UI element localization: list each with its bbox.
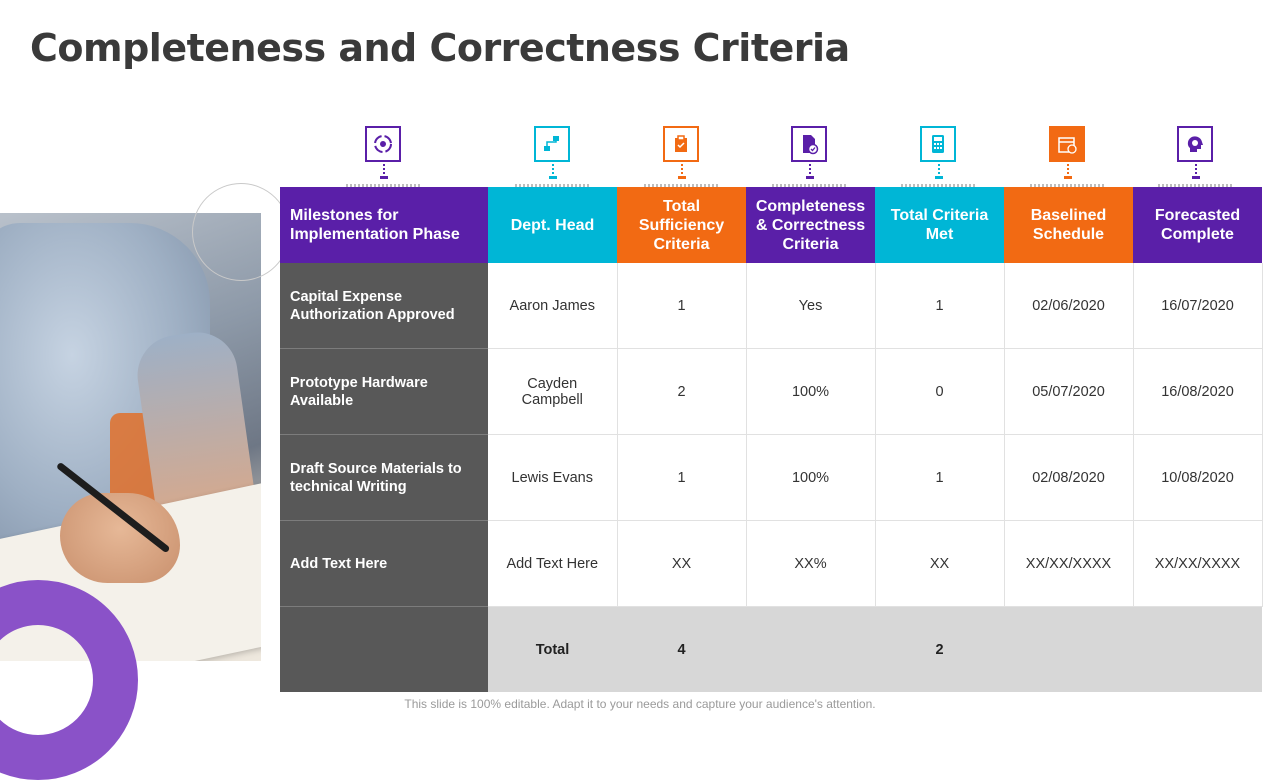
criteria-met-cell: 1 [874, 434, 1005, 521]
baselined-cell: 05/07/2020 [1003, 348, 1134, 435]
milestone-cell: Prototype Hardware Available [280, 348, 488, 435]
total-blank-cell [746, 606, 875, 692]
forecasted-cell: 16/07/2020 [1132, 263, 1263, 349]
sufficiency-cell: 1 [616, 263, 747, 349]
organization-icon [515, 124, 591, 188]
baselined-cell: 02/06/2020 [1003, 263, 1134, 349]
header-baselined-schedule: Baselined Schedule [1004, 187, 1133, 263]
criteria-met-cell: 1 [874, 263, 1005, 349]
total-sufficiency: 4 [617, 606, 746, 692]
criteria-met-cell: 0 [874, 348, 1005, 435]
total-blank-cell [1133, 606, 1262, 692]
total-label: Total [488, 606, 617, 692]
header-completeness-correctness: Completeness & Correctness Criteria [746, 187, 875, 263]
table-row: Add Text Here Add Text Here XX XX% XX XX… [280, 520, 1263, 607]
header-total-criteria-met: Total Criteria Met [875, 187, 1004, 263]
calculator-icon [901, 124, 977, 188]
header-forecasted-complete: Forecasted Complete [1133, 187, 1262, 263]
criteria-table: Milestones for Implementation Phase Dept… [280, 187, 1263, 692]
total-blank-cell [1004, 606, 1133, 692]
header-total-sufficiency: Total Sufficiency Criteria [617, 187, 746, 263]
completeness-cell: XX% [745, 520, 876, 607]
completeness-cell: 100% [745, 348, 876, 435]
completeness-cell: 100% [745, 434, 876, 521]
dept-head-cell: Aaron James [488, 263, 617, 349]
milestone-cell: Draft Source Materials to technical Writ… [280, 434, 488, 521]
table-row: Draft Source Materials to technical Writ… [280, 434, 1263, 521]
calendar-icon [1030, 124, 1106, 188]
verified-document-icon [772, 124, 848, 188]
dept-head-cell: Cayden Campbell [488, 348, 617, 435]
sufficiency-cell: 1 [616, 434, 747, 521]
header-milestones: Milestones for Implementation Phase [280, 187, 488, 263]
table-row: Prototype Hardware Available Cayden Camp… [280, 348, 1263, 435]
milestone-cell: Capital Expense Authorization Approved [280, 263, 488, 349]
dept-head-cell: Lewis Evans [488, 434, 617, 521]
clipboard-icon [644, 124, 720, 188]
forecasted-cell: 16/08/2020 [1132, 348, 1263, 435]
criteria-met-cell: XX [874, 520, 1005, 607]
total-label-blank-cell [280, 606, 488, 692]
footer-note: This slide is 100% editable. Adapt it to… [404, 697, 876, 711]
table-row: Capital Expense Authorization Approved A… [280, 263, 1263, 349]
page-title: Completeness and Correctness Criteria [30, 26, 850, 70]
header-dept-head: Dept. Head [488, 187, 617, 263]
settings-cycle-icon [346, 124, 422, 188]
milestone-cell: Add Text Here [280, 520, 488, 607]
completeness-cell: Yes [745, 263, 876, 349]
baselined-cell: 02/08/2020 [1003, 434, 1134, 521]
total-row: Total 4 2 [280, 606, 1262, 692]
dept-head-cell: Add Text Here [488, 520, 617, 607]
decorative-circle-outline [192, 183, 290, 281]
idea-head-icon [1158, 124, 1234, 188]
forecasted-cell: 10/08/2020 [1132, 434, 1263, 521]
baselined-cell: XX/XX/XXXX [1003, 520, 1134, 607]
sufficiency-cell: XX [616, 520, 747, 607]
sufficiency-cell: 2 [616, 348, 747, 435]
forecasted-cell: XX/XX/XXXX [1132, 520, 1263, 607]
table-header-row: Milestones for Implementation Phase Dept… [280, 187, 1262, 263]
total-criteria-met: 2 [875, 606, 1004, 692]
